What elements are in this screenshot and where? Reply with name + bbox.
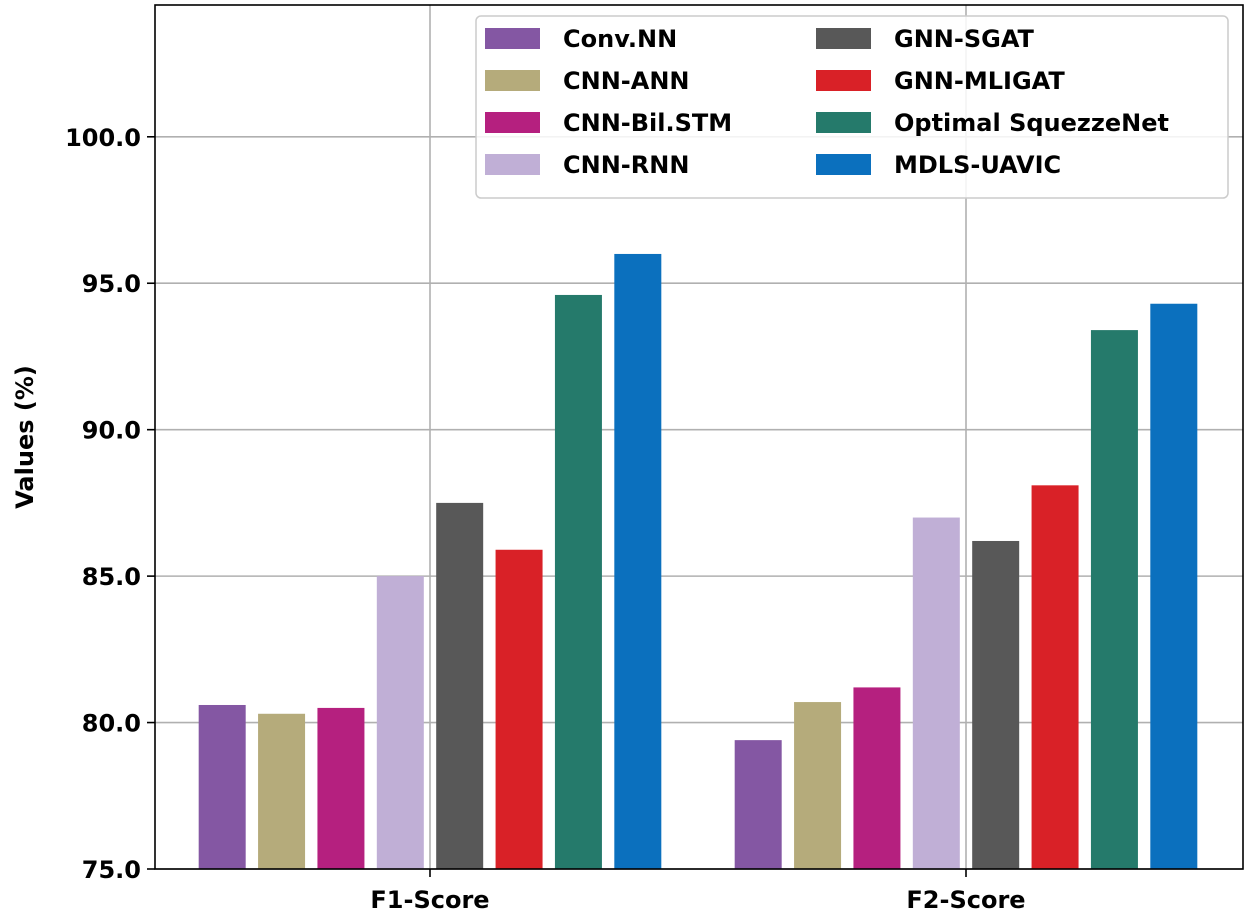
bar-f1-score-cnn-rnn	[376, 576, 424, 869]
bar-f2-score-cnn-ann	[794, 702, 842, 869]
bar-f1-score-cnn-ann	[258, 713, 306, 869]
bar-f2-score-gnn-sgat	[972, 540, 1020, 869]
legend-label: GNN-MLIGAT	[894, 67, 1065, 95]
bar-f2-score-cnn-rnn	[912, 517, 960, 869]
x-tick-label: F2-Score	[906, 886, 1025, 914]
y-axis-title: Values (%)	[11, 365, 39, 509]
legend: Conv.NN CNN-ANN CNN-Bil.STM CNN-RNN GNN-SGAT…	[475, 15, 1229, 199]
bar-f1-score-gnn-mligat	[495, 549, 543, 869]
bars	[198, 253, 1198, 870]
legend-label: CNN-RNN	[563, 151, 689, 179]
y-tick-label: 100.0	[65, 124, 141, 152]
legend-swatch	[816, 70, 871, 91]
bar-f2-score-conv-nn	[734, 740, 782, 869]
legend-swatch	[816, 154, 871, 175]
legend-label: CNN-ANN	[563, 67, 690, 95]
bar-f2-score-gnn-mligat	[1031, 485, 1079, 869]
x-tick-label: F1-Score	[370, 886, 489, 914]
bar-f1-score-conv-nn	[198, 704, 246, 869]
bar-f2-score-cnn-bil-stm	[853, 687, 901, 869]
y-axis: 75.0 80.0 85.0 90.0 95.0 100.0	[65, 124, 155, 884]
legend-swatch	[485, 154, 540, 175]
bar-f2-score-mdls-uavic	[1150, 303, 1198, 869]
bar-f1-score-mdls-uavic	[614, 253, 662, 869]
plot-frame	[154, 4, 1244, 870]
legend-label: Conv.NN	[563, 25, 677, 53]
y-tick-label: 75.0	[82, 856, 141, 884]
legend-swatch	[816, 28, 871, 49]
bar-f1-score-gnn-sgat	[436, 502, 484, 869]
legend-swatch	[485, 28, 540, 49]
bar-f2-score-optimal-squezzenet	[1090, 330, 1138, 870]
legend-box	[475, 15, 1229, 199]
y-tick-label: 80.0	[82, 710, 141, 738]
legend-swatch	[485, 70, 540, 91]
legend-label: GNN-SGAT	[894, 25, 1035, 53]
bar-f1-score-optimal-squezzenet	[554, 294, 602, 870]
y-tick-label: 90.0	[82, 417, 141, 445]
legend-label: CNN-Bil.STM	[563, 109, 732, 137]
legend-swatch	[485, 112, 540, 133]
legend-label: Optimal SquezzeNet	[894, 109, 1169, 137]
x-axis: F1-Score F2-Score	[370, 869, 1026, 914]
legend-label: MDLS-UAVIC	[894, 151, 1061, 179]
y-tick-label: 95.0	[82, 270, 141, 298]
y-tick-label: 85.0	[82, 563, 141, 591]
bar-f1-score-cnn-bil-stm	[317, 707, 365, 869]
legend-swatch	[816, 112, 871, 133]
